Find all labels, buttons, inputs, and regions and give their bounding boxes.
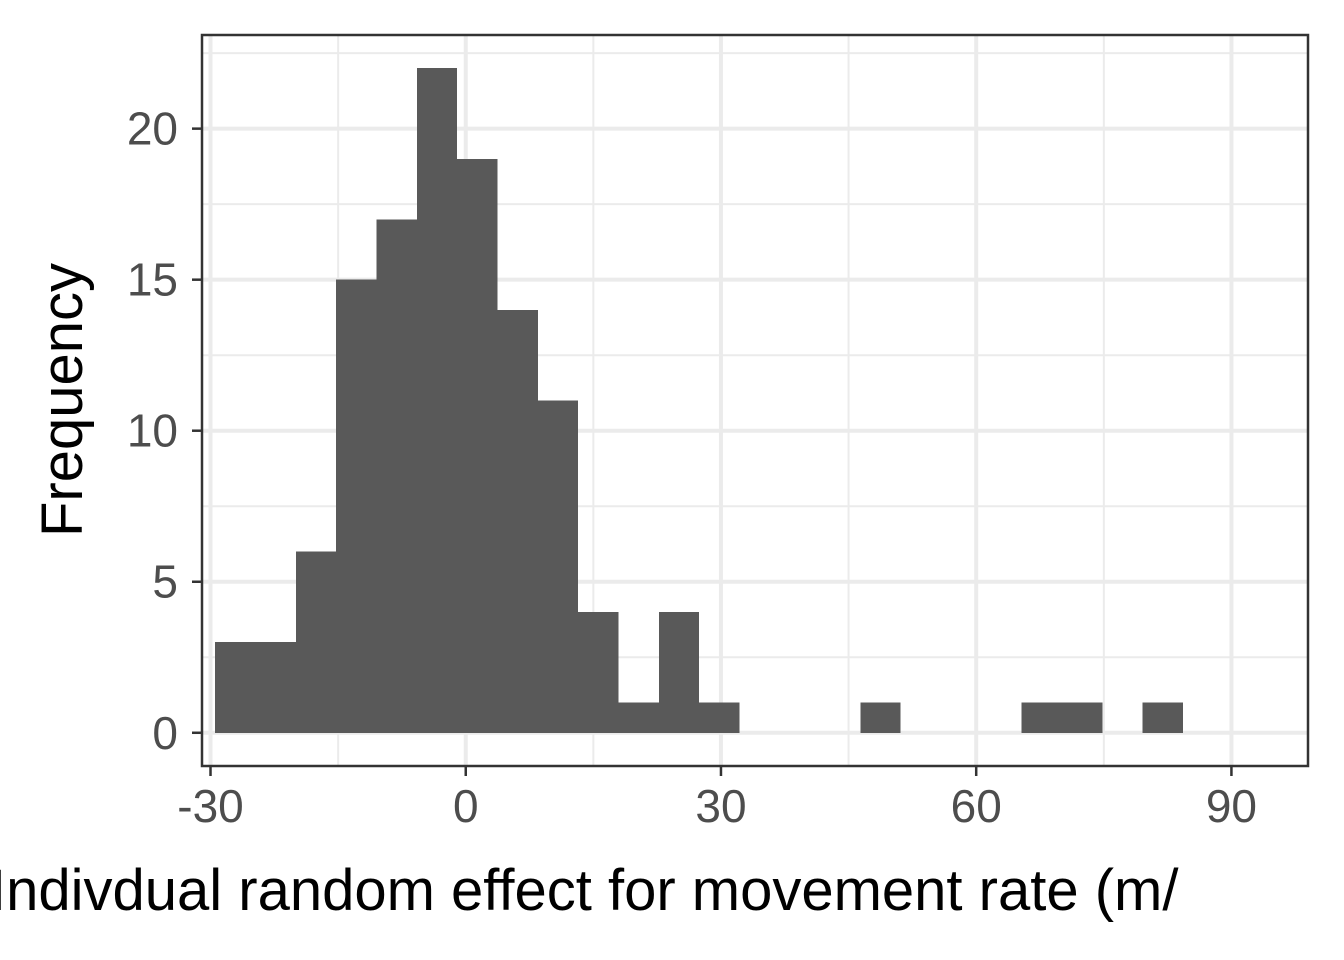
histogram-bar [1062, 702, 1103, 733]
x-tick-label: -30 [177, 780, 243, 832]
histogram-bars [215, 68, 1184, 733]
x-tick-label: 60 [951, 780, 1002, 832]
x-tick-label: 0 [453, 780, 479, 832]
y-axis-ticks: 0 5 10 15 20 [127, 103, 202, 759]
y-axis-title: Frequency [30, 263, 95, 537]
histogram-bar [295, 551, 337, 733]
histogram-bar [1021, 702, 1063, 733]
y-tick-label: 0 [152, 707, 178, 759]
histogram-bar [255, 642, 296, 733]
x-axis-title: Indivdual random effect for movement rat… [0, 858, 1179, 923]
x-tick-label: 90 [1206, 780, 1257, 832]
histogram-bar [618, 702, 659, 733]
panel-border [200, 33, 1310, 768]
histogram-bar [457, 158, 498, 733]
histogram-bar [336, 279, 377, 733]
minor-gridlines [202, 35, 1308, 766]
y-tick-label: 15 [127, 254, 178, 306]
histogram-bar [416, 68, 458, 733]
y-tick-label: 10 [127, 405, 178, 457]
histogram-bar [537, 400, 579, 733]
y-tick-label: 5 [152, 556, 178, 608]
x-axis-ticks: -30 0 30 60 90 [177, 766, 1257, 832]
histogram-bar [860, 702, 901, 733]
histogram-bar [376, 219, 417, 733]
histogram-bar [658, 611, 700, 733]
histogram-bar [215, 642, 256, 733]
histogram-bar [578, 611, 619, 733]
y-tick-label: 20 [127, 103, 178, 155]
x-tick-label: 30 [695, 780, 746, 832]
histogram-bar [497, 309, 538, 733]
histogram-bar [1142, 702, 1184, 733]
histogram-bar [699, 702, 740, 733]
